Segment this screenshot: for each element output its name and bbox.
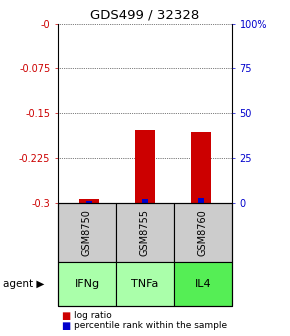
Text: IL4: IL4 xyxy=(195,279,211,289)
Bar xyxy=(135,130,155,203)
Text: percentile rank within the sample: percentile rank within the sample xyxy=(74,322,227,330)
Text: GSM8755: GSM8755 xyxy=(140,209,150,256)
Text: agent ▶: agent ▶ xyxy=(3,279,44,289)
Bar xyxy=(198,198,204,203)
Bar xyxy=(86,201,92,203)
Text: GDS499 / 32328: GDS499 / 32328 xyxy=(90,8,200,22)
Text: GSM8750: GSM8750 xyxy=(82,209,92,256)
Text: GSM8760: GSM8760 xyxy=(198,209,208,256)
Text: log ratio: log ratio xyxy=(74,311,112,320)
Bar xyxy=(79,199,99,203)
Text: TNFa: TNFa xyxy=(131,279,159,289)
Text: ■: ■ xyxy=(61,311,70,321)
Bar xyxy=(142,199,148,203)
Bar xyxy=(191,132,211,203)
Text: ■: ■ xyxy=(61,321,70,331)
Text: IFNg: IFNg xyxy=(75,279,99,289)
